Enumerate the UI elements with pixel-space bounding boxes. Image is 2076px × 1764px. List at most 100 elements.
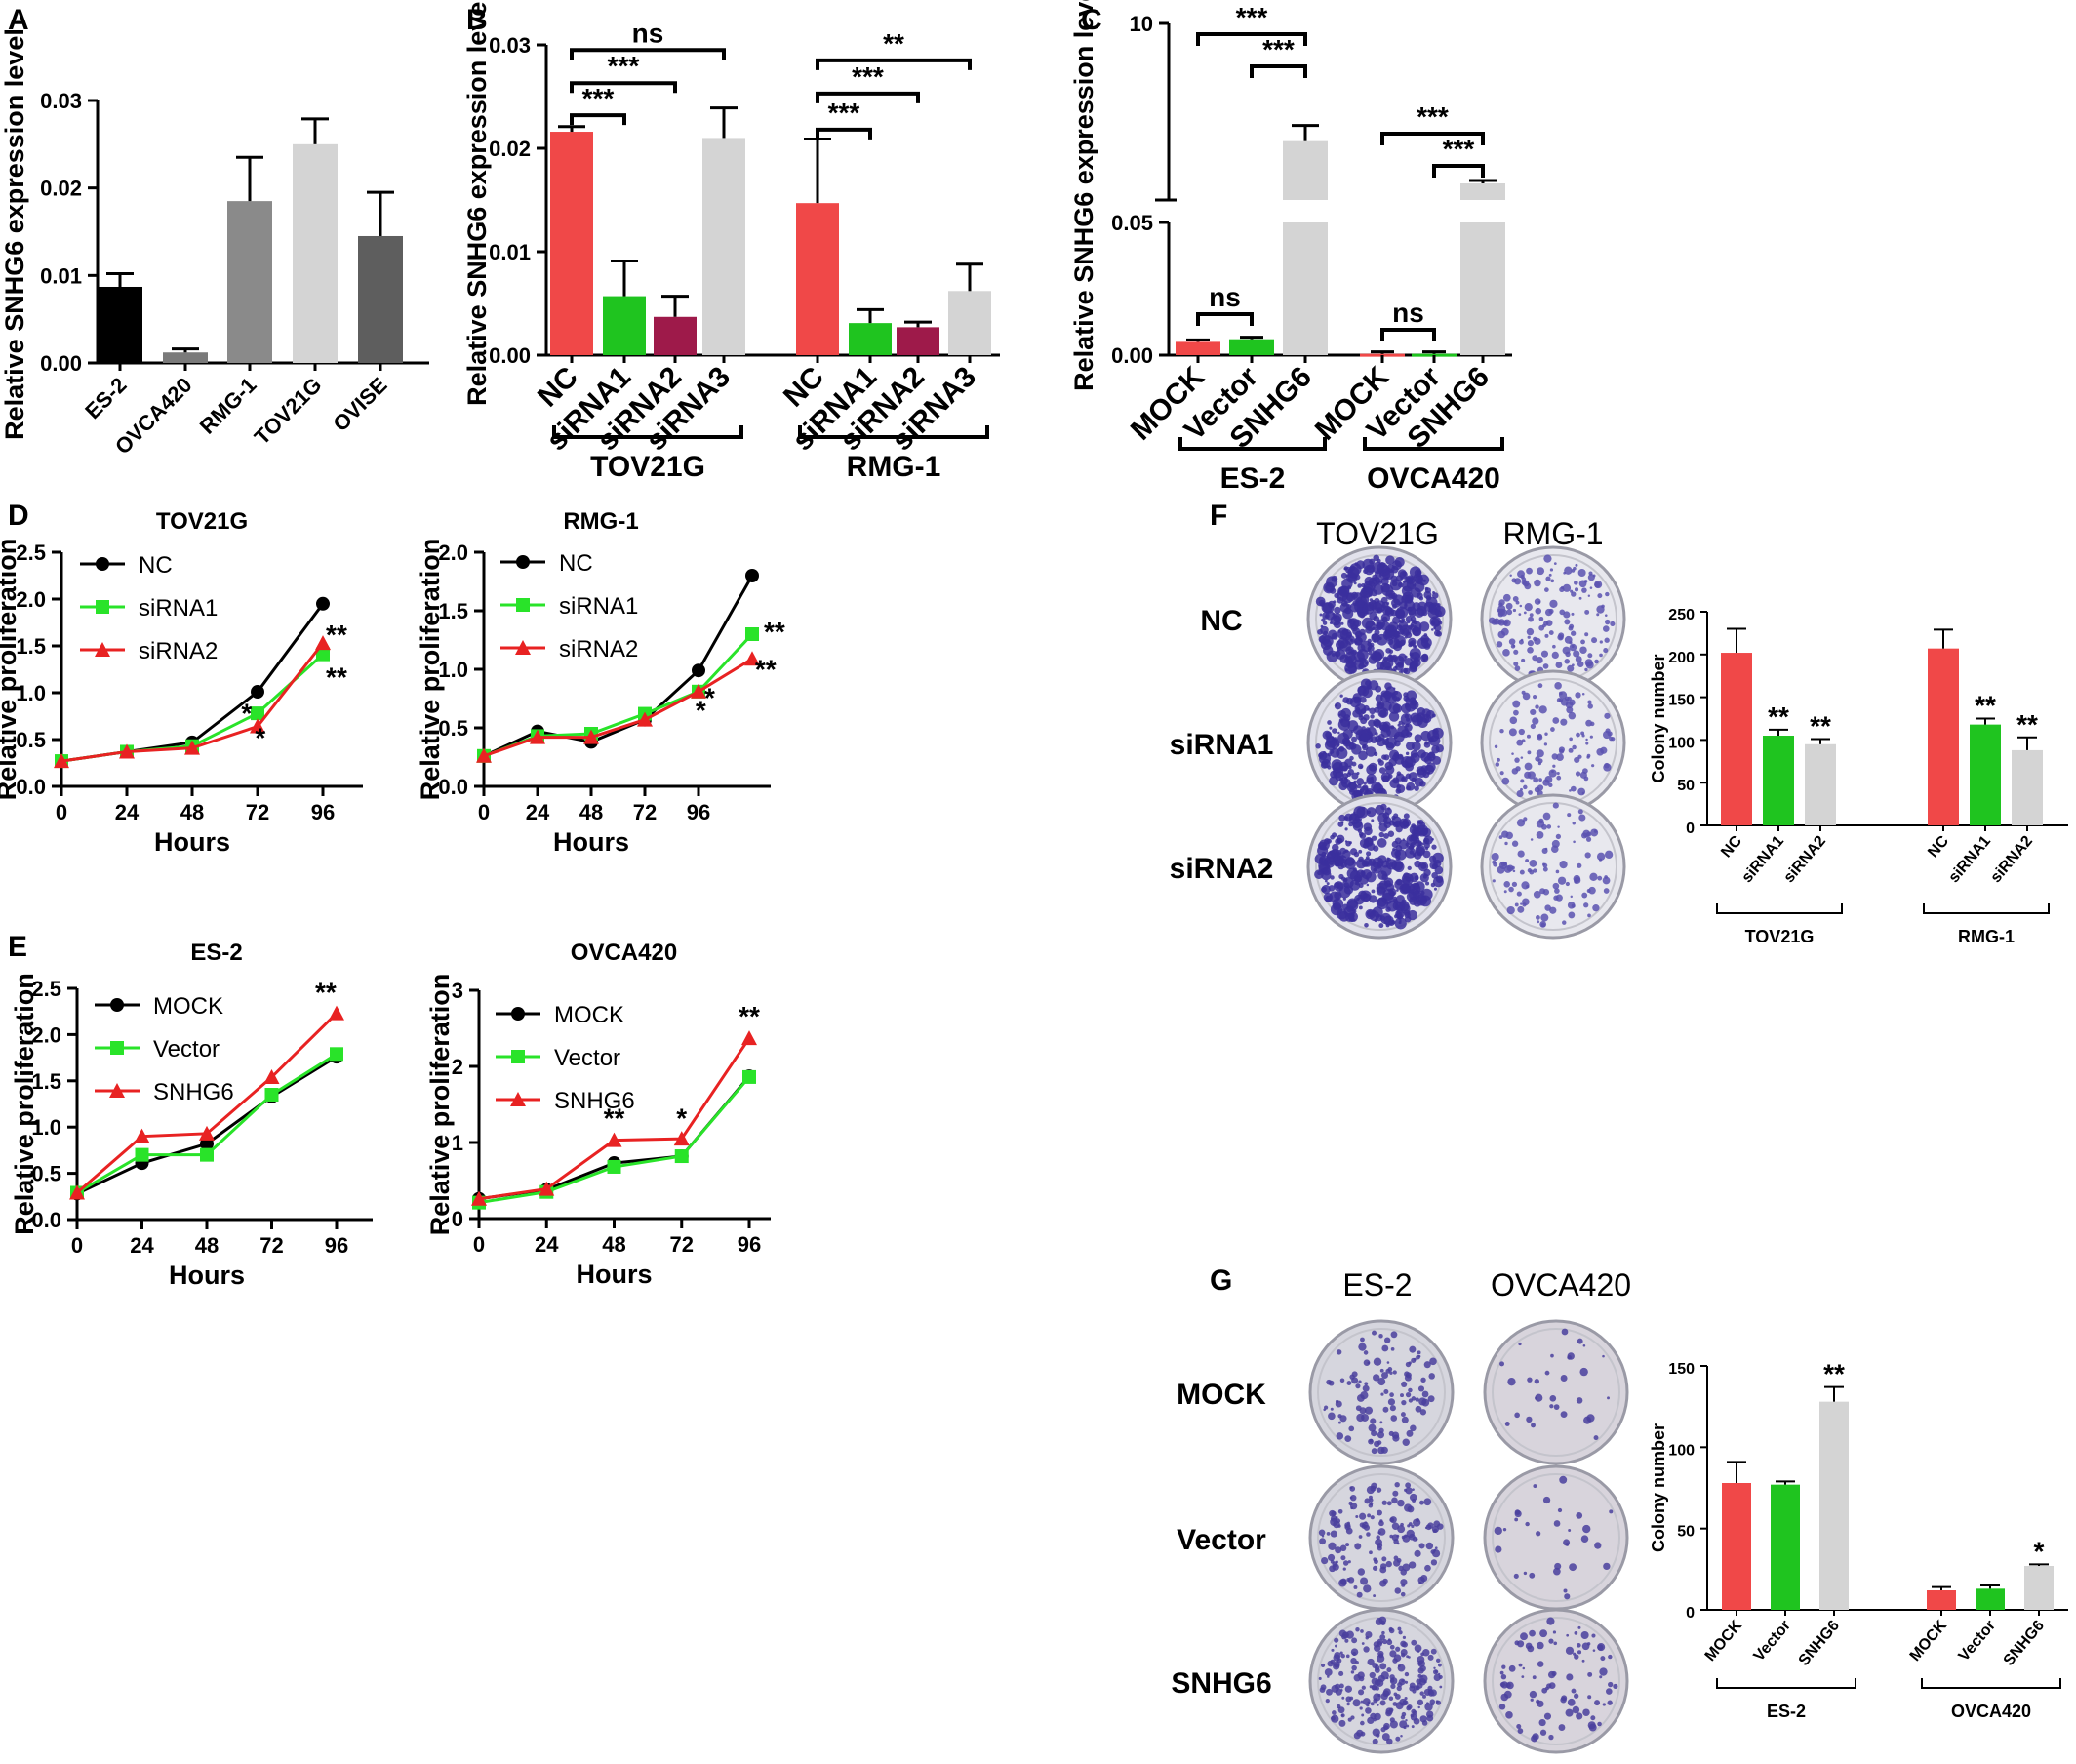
colony [1577, 787, 1586, 796]
significance-label: ** [1768, 702, 1789, 732]
colony [1387, 638, 1394, 645]
data-point [316, 596, 330, 611]
colony [1356, 783, 1362, 789]
colony [1520, 779, 1525, 783]
colony [1431, 871, 1438, 879]
colony [1334, 606, 1341, 615]
colony [1539, 1629, 1548, 1638]
colony [1532, 717, 1539, 725]
data-point [95, 642, 110, 657]
colony [1560, 718, 1568, 726]
colony [1338, 745, 1345, 752]
colony [1527, 646, 1534, 654]
colony [1342, 1560, 1349, 1566]
y-tick-label: 0.05 [1111, 211, 1153, 235]
colony [1383, 833, 1389, 839]
colony [1593, 1435, 1599, 1441]
colony [1377, 759, 1384, 766]
colony [1321, 1557, 1329, 1565]
data-point [263, 1069, 280, 1085]
colony [1333, 600, 1337, 604]
colony [1388, 1627, 1395, 1634]
culture-plate [1480, 545, 1626, 692]
data-point [516, 598, 530, 612]
colony [1578, 814, 1586, 822]
colony [1425, 1542, 1434, 1550]
colony [1536, 1531, 1541, 1537]
colony [1403, 822, 1408, 827]
colony [1339, 847, 1347, 855]
colony [1433, 1666, 1436, 1670]
colony [1549, 1394, 1557, 1402]
colony [1514, 902, 1519, 907]
colony [1321, 1535, 1325, 1538]
colony [1599, 640, 1603, 644]
data-point [264, 1088, 279, 1102]
colony [1399, 570, 1408, 580]
colony [1401, 585, 1413, 597]
colony [1381, 1372, 1389, 1380]
colony [1369, 707, 1377, 715]
colony [1491, 852, 1499, 862]
colony [1367, 1361, 1371, 1365]
colony [1503, 890, 1507, 894]
colony [1381, 616, 1388, 622]
data-point [316, 647, 330, 662]
colony [1513, 1573, 1519, 1579]
colony [1396, 784, 1406, 793]
colony [1348, 841, 1352, 845]
y-tick-label: 0.01 [489, 240, 531, 264]
colony [1328, 1542, 1337, 1551]
x-tick-label: SNHG6 [1796, 1618, 1844, 1669]
data-point [134, 1128, 150, 1143]
y-tick-label: 0.5 [31, 1162, 61, 1186]
data-point [110, 1041, 124, 1055]
colony [1344, 662, 1357, 675]
x-tick-label: MOCK [1907, 1617, 1951, 1664]
y-tick-label: 1.5 [16, 634, 46, 659]
colony [1581, 892, 1588, 899]
colony [1350, 1670, 1355, 1674]
group-bracket [1716, 903, 1843, 914]
axis-title: Relative SNHG6 expression level [1069, 0, 1098, 391]
colony [1326, 838, 1332, 844]
colony [1379, 1519, 1383, 1523]
colony [1411, 1524, 1415, 1529]
colony [1365, 1630, 1373, 1639]
colony [1534, 579, 1541, 587]
colony [1349, 1696, 1354, 1701]
plate-column-label: RMG-1 [1502, 516, 1603, 551]
colony [1335, 1400, 1342, 1408]
colony [1322, 635, 1334, 647]
colony [1578, 596, 1582, 600]
colony [1417, 820, 1421, 824]
colony [1377, 861, 1383, 868]
colony [1369, 593, 1373, 597]
data-point [510, 1092, 526, 1106]
colony [1345, 574, 1349, 578]
colony [1533, 695, 1537, 700]
colony [1366, 1532, 1371, 1537]
y-tick-label: 0.0 [16, 775, 46, 799]
colony [1588, 1723, 1597, 1732]
colony [1496, 757, 1500, 762]
colony [1525, 859, 1530, 863]
colony [1378, 636, 1382, 641]
colony [1371, 1685, 1377, 1691]
colony [1338, 1683, 1344, 1689]
data-point [692, 663, 705, 678]
colony [1388, 711, 1400, 722]
colony [1535, 1396, 1538, 1400]
colony [1561, 1695, 1568, 1702]
colony [1605, 619, 1611, 625]
colony [1323, 1408, 1326, 1412]
colony [1400, 1412, 1406, 1418]
colony [1333, 902, 1341, 911]
colony [1414, 569, 1422, 577]
colony [1533, 1484, 1537, 1489]
colony [1579, 646, 1587, 654]
colony [1389, 1392, 1394, 1398]
colony [1522, 1666, 1526, 1670]
x-tick-label: 48 [195, 1233, 219, 1258]
colony [1410, 1424, 1417, 1432]
